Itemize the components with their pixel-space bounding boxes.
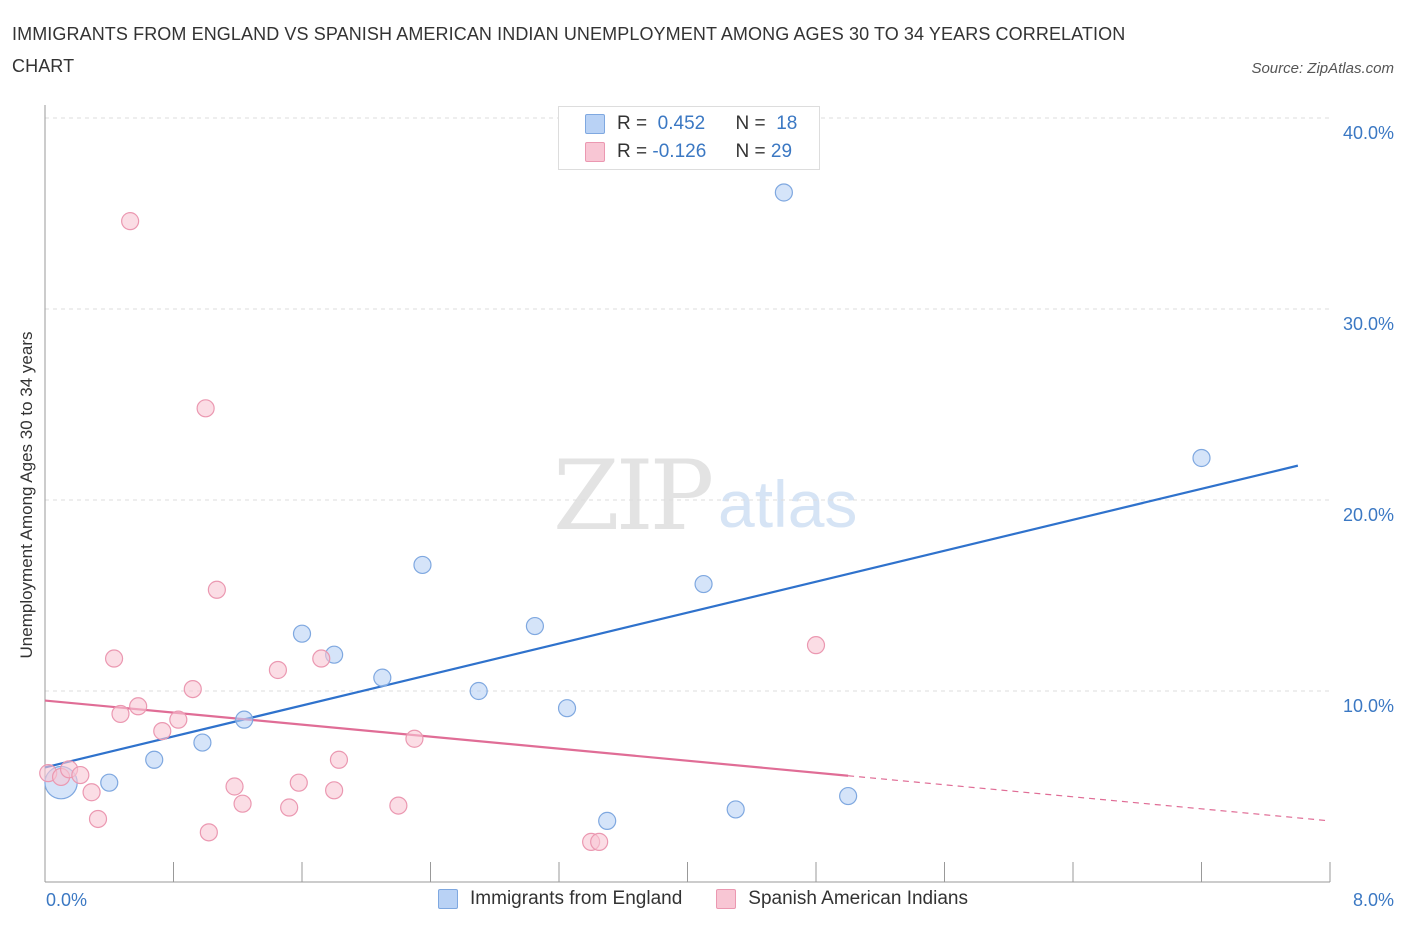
data-point: [598, 811, 617, 830]
legend-swatch-blue: [585, 114, 605, 134]
data-point: [726, 800, 745, 819]
legend-r-label: R =: [617, 113, 648, 134]
data-point: [329, 750, 349, 769]
legend-r-label: R =: [617, 141, 648, 162]
legend-n-label: N =: [735, 141, 766, 162]
legend-r-value-spanish: -0.126: [652, 141, 707, 162]
data-point: [145, 750, 164, 769]
watermark-zip: ZIP: [553, 440, 714, 552]
data-point: [312, 649, 331, 668]
chart-title: IMMIGRANTS FROM ENGLAND VS SPANISH AMERI…: [12, 24, 1126, 76]
watermark-atlas: atlas: [718, 467, 858, 541]
legend-n-label: N =: [735, 113, 766, 134]
data-point: [525, 616, 545, 636]
data-point: [183, 679, 202, 699]
x-tick-label-min: 0.0%: [46, 890, 88, 910]
legend-n-value-spanish: 29: [770, 141, 793, 162]
legend-r-value-england: 0.452: [657, 113, 706, 134]
legend-item-england[interactable]: Immigrants from England: [438, 888, 682, 910]
legend-swatch-blue: [438, 889, 459, 909]
data-point: [694, 574, 713, 594]
data-point: [405, 729, 424, 748]
data-point: [413, 555, 432, 575]
data-point: [1192, 448, 1211, 468]
legend-n-value-england: 18: [776, 113, 798, 134]
trend-line-dashed: [848, 775, 1331, 822]
data-point: [169, 710, 188, 729]
data-point: [129, 697, 148, 716]
legend-row-england: R = 0.452 N = 18: [585, 111, 797, 137]
y-tick-label: 30.0%: [1342, 314, 1394, 334]
y-tick-label: 10.0%: [1342, 696, 1394, 716]
data-point: [806, 636, 826, 655]
source-label: Source: ZipAtlas.com: [1251, 60, 1394, 77]
data-point: [292, 624, 312, 643]
data-point: [774, 183, 793, 202]
legend-item-spanish[interactable]: Spanish American Indians: [716, 888, 968, 910]
data-point: [71, 765, 90, 785]
axes: [44, 105, 1331, 883]
data-point: [268, 660, 288, 680]
trend-lines: [44, 464, 1331, 822]
data-point: [207, 580, 226, 599]
data-point: [153, 722, 172, 741]
data-point: [373, 668, 392, 687]
data-point: [225, 777, 244, 796]
data-point: [100, 773, 119, 792]
data-point: [193, 733, 212, 752]
data-point: [88, 809, 108, 829]
legend-swatch-pink: [716, 889, 737, 909]
data-point: [196, 399, 215, 418]
data-point: [235, 710, 254, 729]
stats-legend: R = 0.452 N = 18 R = -0.126 N = 29: [558, 106, 820, 170]
data-point: [104, 649, 124, 668]
data-point: [121, 212, 140, 231]
legend-swatch-pink: [585, 142, 605, 162]
data-point: [82, 783, 101, 802]
data-points: [39, 183, 1211, 851]
data-point: [280, 798, 299, 817]
gridlines: [45, 117, 1330, 692]
y-axis-label: Unemployment Among Ages 30 to 34 years: [17, 331, 36, 659]
data-point: [839, 786, 858, 806]
trend-line: [44, 464, 1299, 769]
data-point: [389, 796, 408, 815]
y-tick-label: 40.0%: [1342, 123, 1394, 143]
data-point: [289, 773, 308, 792]
legend-row-spanish: R = -0.126 N = 29: [585, 139, 792, 165]
data-point: [469, 681, 488, 701]
data-point: [233, 794, 252, 813]
data-point: [557, 699, 577, 718]
data-point: [325, 781, 344, 800]
data-point: [590, 832, 609, 851]
legend-label-spanish: Spanish American Indians: [748, 888, 968, 909]
data-point: [111, 704, 130, 724]
data-point: [199, 823, 218, 842]
series-legend: Immigrants from England Spanish American…: [0, 888, 1406, 910]
legend-label-england: Immigrants from England: [470, 888, 683, 909]
x-tick-label-max: 8.0%: [1352, 890, 1394, 910]
y-tick-label: 20.0%: [1342, 505, 1394, 525]
